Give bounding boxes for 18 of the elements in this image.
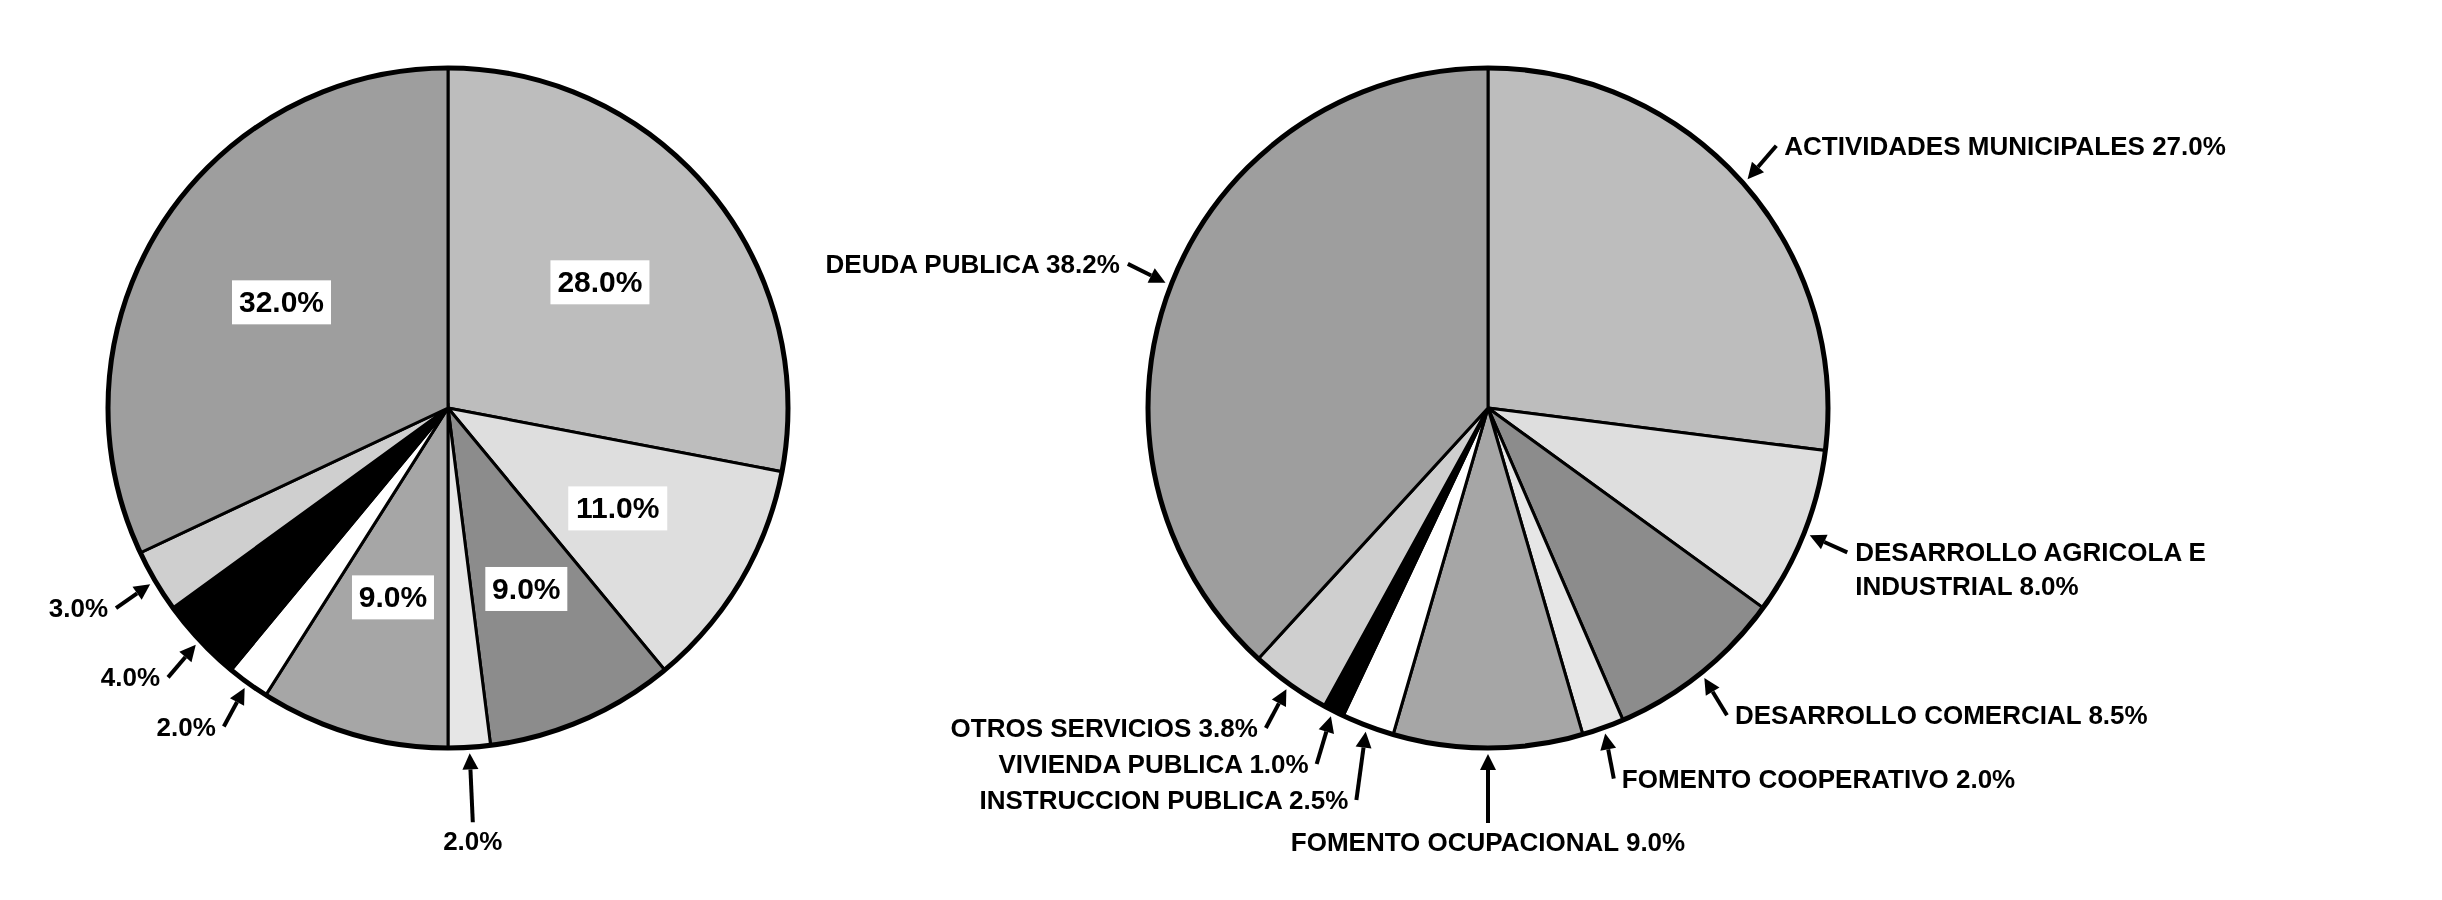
data-label: 2.0% xyxy=(443,826,503,857)
data-label: 2.0% xyxy=(156,711,216,742)
slice-label: FOMENTO COOPERATIVO 2.0% xyxy=(1621,763,2016,794)
data-label: 9.0% xyxy=(358,580,428,614)
slice-label: ACTIVIDADES MUNICIPALES 27.0% xyxy=(1784,130,2226,161)
data-label: 11.0% xyxy=(576,491,660,525)
slice-label: FOMENTO OCUPACIONAL 9.0% xyxy=(1290,827,1686,857)
slice-label: DESARROLLO COMERCIAL 8.5% xyxy=(1734,700,2148,731)
data-label: 28.0% xyxy=(557,265,643,299)
slice-label: OTROS SERVICIOS 3.8% xyxy=(950,713,1258,744)
legend-label: VIVIENDA PUBLICA 1.0% xyxy=(998,749,1309,780)
slice-label: INSTRUCCION PUBLICA 2.5% xyxy=(979,785,1349,816)
slice-label: DESARROLLO AGRICOLA E INDUSTRIAL 8.0% xyxy=(1855,537,2206,602)
data-label: 9.0% xyxy=(492,571,561,605)
slice-label: DEUDA PUBLICA 38.2% xyxy=(825,248,1120,279)
data-label: 32.0% xyxy=(238,285,325,319)
data-label: 4.0% xyxy=(100,662,161,693)
data-label: 3.0% xyxy=(48,593,109,624)
